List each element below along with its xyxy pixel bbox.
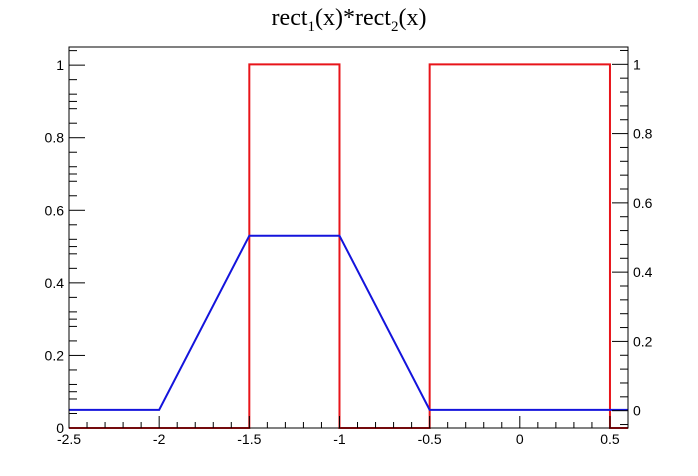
plot-frame [68,46,629,429]
chart-title-part: (x) [398,5,426,31]
y-left-tick-label: 0.8 [45,130,65,146]
series-line-2 [69,234,628,411]
chart-title-part: (x)*rect [315,5,391,31]
chart-title: rect1(x)*rect2(x) [272,5,427,35]
x-tick-label: -1 [333,431,346,447]
chart-title-part: 2 [391,19,399,35]
y-left-tick-label: 0.6 [45,202,65,218]
chart-title-part: rect [272,5,308,31]
series-line-1 [69,63,628,429]
series-layer [69,63,628,429]
x-tick-label: -0.5 [418,431,442,447]
y-right-tick-label: 0.2 [633,333,653,349]
y-right-tick-label: 0.6 [633,195,653,211]
y-left-tick-label: 0.2 [45,347,65,363]
x-tick-label: 0 [516,431,524,447]
y-right-tick-label: 0 [633,403,641,419]
chart-title-part: 1 [308,19,316,35]
x-tick-label: -2.5 [57,431,81,447]
y-left-tick-label: 1 [56,57,64,73]
x-tick-label: -1.5 [237,431,261,447]
axes: -2.5 -2 -1.5 -1 -0.5 0 0.5 0 0.2 0.4 0.6 0.8 1 0 0.2 0.… [45,49,653,447]
y-left-tick-label: 0.4 [45,275,65,291]
x-tick-label: 0.5 [600,431,620,447]
y-left-tick-label: 0 [56,420,64,436]
y-right-tick-label: 0.4 [633,264,653,280]
y-right-tick-label: 1 [633,56,641,72]
x-tick-label: -2 [153,431,166,447]
y-right-tick-label: 0.8 [633,126,653,142]
